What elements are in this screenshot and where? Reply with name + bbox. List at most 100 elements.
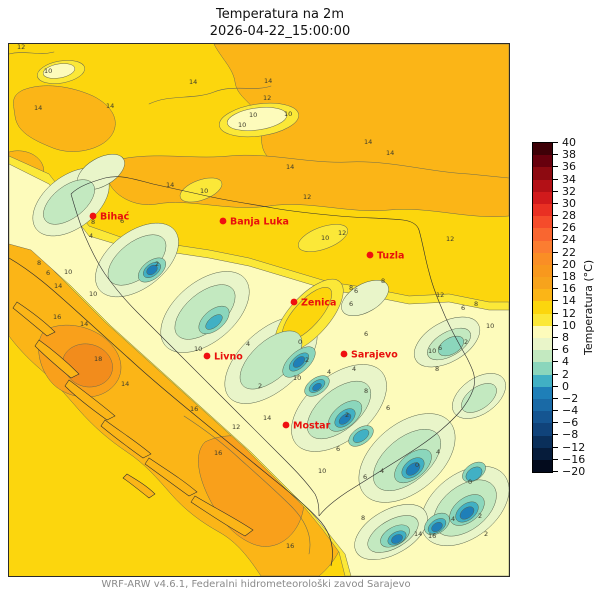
contour-value-label: 14 xyxy=(106,102,114,110)
colorbar-segment xyxy=(533,240,552,253)
colorbar-axis-label: Temperatura (°C) xyxy=(581,142,596,473)
city-label: Zenica xyxy=(301,298,336,309)
colorbar-tick-label: −4 xyxy=(562,404,579,418)
contour-value-label: 6 xyxy=(363,473,367,481)
colorbar-segment xyxy=(533,313,552,326)
contour-value-label: 6 xyxy=(354,287,358,295)
colorbar-tick-label: −6 xyxy=(562,416,579,430)
contour-value-label: 10 xyxy=(200,187,208,195)
city-label: Tuzla xyxy=(377,251,404,262)
contour-value-label: 18 xyxy=(94,355,102,363)
colorbar-segment xyxy=(533,179,552,192)
colorbar-segment xyxy=(533,216,552,229)
contour-value-label: 14 xyxy=(264,77,272,85)
colorbar-tick-label: −20 xyxy=(562,465,586,478)
colorbar-tick-label: 30 xyxy=(562,196,576,210)
colorbar-tick-mark xyxy=(553,324,558,326)
contour-value-label: 8 xyxy=(364,387,368,395)
contour-value-label: 12 xyxy=(436,291,444,299)
contour-value-label: 8 xyxy=(37,259,41,267)
contour-value-label: 12 xyxy=(232,423,240,431)
colorbar-tick-mark xyxy=(553,397,558,399)
colorbar-tick-label: 38 xyxy=(562,148,576,162)
contour-value-label: 0 xyxy=(468,478,472,486)
colorbar-segment xyxy=(533,423,552,436)
contour-value-label: 14 xyxy=(121,380,129,388)
colorbar-tick-mark xyxy=(553,154,558,156)
cool-patch xyxy=(179,177,223,203)
cold-cores xyxy=(146,264,475,544)
colorbar-tick-mark xyxy=(553,349,558,351)
city-marker xyxy=(282,421,290,429)
city-label: Sarajevo xyxy=(351,350,398,361)
colorbar-tick-label: 22 xyxy=(562,245,576,259)
contour-value-label: 14 xyxy=(364,138,372,146)
contour-value-label: 10 xyxy=(486,322,494,330)
contour-value-label: 10 xyxy=(44,67,52,75)
colorbar-tick-mark xyxy=(553,471,558,472)
contour-value-label: 4 xyxy=(89,232,93,240)
colorbar-tick-mark xyxy=(553,361,558,363)
colorbar-tick-mark xyxy=(553,215,558,217)
colorbar-tick-label: −2 xyxy=(562,391,579,405)
contour-value-label: 0 xyxy=(415,461,419,469)
contour-value-label: 2 xyxy=(305,356,309,364)
island xyxy=(12,301,56,337)
colorbar-tick-label: 2 xyxy=(562,367,569,381)
contour-value-label: 16 xyxy=(53,313,61,321)
colorbar-tick-label: 14 xyxy=(562,294,576,308)
contour-value-label: 6 xyxy=(461,304,465,312)
colorbar-segment xyxy=(533,155,552,168)
contour-value-label: 10 xyxy=(249,111,257,119)
temperature-colorbar xyxy=(532,142,553,473)
contour-value-label: 0 xyxy=(298,338,302,346)
contour-value-label: 12 xyxy=(303,193,311,201)
colorbar-tick-label: 28 xyxy=(562,209,576,223)
city-markers: Bihać Banja Luka Tuzla Zenica Livno Sarajevo M… xyxy=(89,212,404,432)
colorbar-tick-label: 40 xyxy=(562,136,576,149)
contour-value-label: 6 xyxy=(364,330,368,338)
colorbar-segment xyxy=(533,191,552,204)
contour-value-label: 14 xyxy=(189,78,197,86)
cool-patch xyxy=(227,107,287,131)
contour-value-label: 10 xyxy=(238,121,246,129)
city-marker xyxy=(366,251,374,259)
cool-patch xyxy=(42,63,76,79)
colorbar-segment xyxy=(533,386,552,399)
colorbar-tick-label: 8 xyxy=(562,330,569,344)
colorbar-tick-label: 20 xyxy=(562,257,576,271)
contour-value-label: 2 xyxy=(478,512,482,520)
colorbar-segment xyxy=(533,398,552,412)
colorbar-segment xyxy=(533,362,552,375)
contour-value-label: 4 xyxy=(352,365,356,373)
colorbar-tick-mark xyxy=(553,166,558,168)
island xyxy=(122,473,156,499)
colorbar-tick-mark xyxy=(553,410,558,412)
contour-value-label: 8 xyxy=(349,284,353,292)
contour-value-label: 12 xyxy=(338,229,346,237)
city-marker xyxy=(89,212,97,220)
colorbar-segment xyxy=(533,459,552,473)
contour-value-label: 10 xyxy=(194,345,202,353)
colorbar-tick-label: 36 xyxy=(562,160,576,174)
colorbar-tick-label: 6 xyxy=(562,343,569,357)
contour-value-label: 14 xyxy=(286,163,294,171)
colorbar-tick-label: −8 xyxy=(562,428,579,442)
colorbar-tick-mark xyxy=(553,142,558,143)
colorbar-segment xyxy=(533,338,552,351)
contour-value-label: 4 xyxy=(246,340,250,348)
contour-lines xyxy=(9,51,311,555)
contour-value-label: 6 xyxy=(438,344,442,352)
contour-value-label: 6 xyxy=(349,300,353,308)
contour-value-label: 16 xyxy=(428,532,436,540)
colorbar-tick-mark xyxy=(553,385,558,387)
colorbar-tick-label: 0 xyxy=(562,379,569,393)
contour-value-label: 4 xyxy=(451,515,455,523)
island xyxy=(100,419,152,459)
contour-value-label: 8 xyxy=(435,365,439,373)
colorbar-tick-label: 4 xyxy=(562,355,569,369)
contour-value-label: 10 xyxy=(321,234,329,242)
